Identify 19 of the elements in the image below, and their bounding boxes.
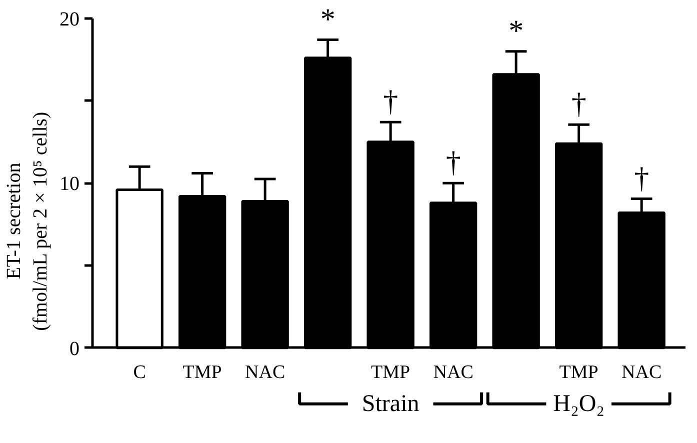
y-axis-title: ET-1 secretion (fmol/mL per 2 × 10⁵ cells) <box>3 112 52 331</box>
data-label: † <box>571 88 586 121</box>
y-tick-label: 0 <box>70 338 80 360</box>
data-label: * <box>320 2 336 36</box>
text: H₂O₂ <box>553 390 605 417</box>
data-label: † <box>446 146 461 180</box>
text: Strain <box>362 390 420 417</box>
data-label: † <box>634 162 650 195</box>
x-tick-label: C <box>133 362 146 383</box>
x-tick-label: TMP <box>371 362 410 383</box>
data-label: † <box>383 85 398 118</box>
x-tick-label: NAC <box>245 362 286 383</box>
y-tick-label: 10 <box>60 173 80 196</box>
x-tick-label: NAC <box>433 362 474 383</box>
x-tick-label: TMP <box>182 362 222 383</box>
y-tick-label: 20 <box>60 8 80 30</box>
x-tick-label: TMP <box>559 362 598 383</box>
data-label: * <box>508 14 524 48</box>
x-tick-label: NAC <box>622 362 662 383</box>
